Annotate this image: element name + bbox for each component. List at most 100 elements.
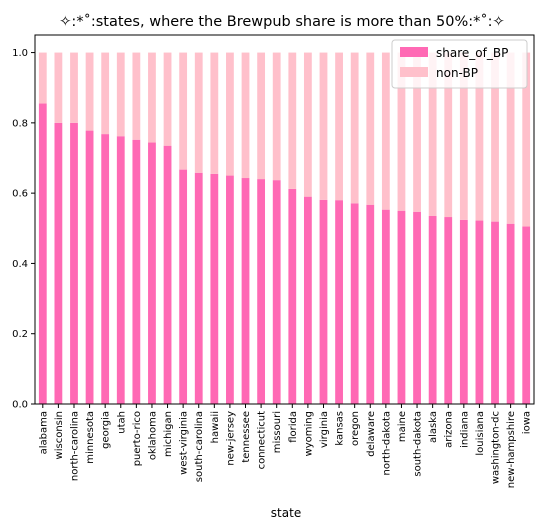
x-tick-label-oklahoma: oklahoma	[147, 411, 158, 460]
bar-non-bp-louisiana	[475, 52, 484, 221]
bar-non-bp-hawaii	[210, 52, 219, 174]
x-tick-label-alabama: alabama	[38, 411, 49, 454]
x-tick-label-michigan: michigan	[163, 411, 174, 457]
chart-title: ✧:*˚:states, where the Brewpub share is …	[59, 13, 504, 30]
legend: share_of_BP non-BP	[391, 39, 528, 89]
bar-non-bp-utah	[116, 52, 125, 137]
plot-area	[34, 34, 535, 405]
x-tick-label-hawaii: hawaii	[210, 411, 221, 443]
x-tick-label-new-hampshire: new-hampshire	[506, 411, 517, 488]
y-axis: 0.0 0.2 0.4 0.6 0.8 1.0	[12, 48, 35, 411]
x-tick-label-maine: maine	[397, 411, 408, 442]
bar-share-of-bp-delaware	[366, 204, 375, 404]
bar-non-bp-alabama	[38, 52, 47, 104]
bar-non-bp-new-hampshire	[506, 52, 515, 224]
bar-share-of-bp-kansas	[335, 200, 343, 404]
x-tick-label-wisconsin: wisconsin	[54, 411, 65, 459]
bar-share-of-bp-new-jersey	[226, 175, 234, 404]
x-tick-label-georgia: georgia	[101, 411, 112, 449]
bar-non-bp-south-dakota	[413, 52, 421, 212]
x-tick-label-florida: florida	[288, 411, 299, 443]
bar-non-bp-north-dakota	[381, 52, 390, 210]
bar-share-of-bp-hawaii	[210, 173, 219, 404]
bar-share-of-bp-north-carolina	[70, 122, 78, 405]
bar-non-bp-virginia	[319, 52, 328, 200]
bar-share-of-bp-utah	[116, 136, 125, 404]
y-tick-label: 0.0	[12, 400, 28, 411]
bar-non-bp-wyoming	[303, 52, 312, 197]
x-tick-label-indiana: indiana	[459, 411, 470, 448]
x-tick-label-oregon: oregon	[350, 411, 361, 446]
x-tick-label-delaware: delaware	[366, 411, 377, 457]
bar-share-of-bp-oklahoma	[148, 142, 156, 405]
x-tick-label-missouri: missouri	[272, 411, 283, 453]
bar-non-bp-north-carolina	[70, 52, 78, 123]
x-tick-label-kansas: kansas	[335, 411, 346, 446]
x-axis: alabama wisconsin north-carolina minnesota g…	[38, 404, 533, 488]
bar-share-of-bp-virginia	[319, 199, 328, 404]
bar-share-of-bp-maine	[397, 210, 406, 404]
x-tick-label-new-jersey: new-jersey	[225, 411, 236, 466]
bar-non-bp-delaware	[366, 52, 375, 205]
x-tick-label-north-carolina: north-carolina	[69, 411, 80, 481]
bar-non-bp-washington-dc	[491, 52, 499, 222]
bar-share-of-bp-south-carolina	[194, 172, 203, 404]
y-tick-label: 0.4	[12, 259, 28, 270]
bar-share-of-bp-washington-dc	[491, 221, 499, 404]
bar-share-of-bp-north-dakota	[381, 209, 390, 404]
bar-share-of-bp-minnesota	[85, 130, 94, 404]
legend-label-non-bp: non-BP	[436, 66, 478, 80]
bar-non-bp-iowa	[522, 52, 531, 227]
bar-share-of-bp-iowa	[522, 226, 531, 404]
x-tick-label-washington-dc: washington-dc	[491, 411, 502, 484]
bar-non-bp-oklahoma	[148, 52, 156, 143]
bar-non-bp-west-virginia	[179, 52, 188, 170]
bar-non-bp-missouri	[272, 52, 281, 181]
x-tick-label-wyoming: wyoming	[303, 411, 314, 456]
bar-non-bp-new-jersey	[226, 52, 234, 176]
bar-share-of-bp-wisconsin	[54, 122, 63, 405]
x-tick-label-utah: utah	[116, 411, 127, 434]
bar-share-of-bp-georgia	[101, 134, 110, 404]
x-tick-label-alaska: alaska	[428, 411, 439, 443]
plot-frame	[34, 34, 535, 405]
y-tick-label: 0.8	[12, 118, 28, 129]
x-tick-label-connecticut: connecticut	[257, 411, 268, 469]
x-tick-label-arizona: arizona	[444, 411, 455, 448]
bar-share-of-bp-south-dakota	[413, 211, 421, 404]
legend-swatch-share-of-bp	[400, 47, 428, 57]
bar-non-bp-michigan	[163, 52, 172, 146]
bar-non-bp-minnesota	[85, 52, 94, 131]
x-tick-label-minnesota: minnesota	[85, 411, 96, 464]
bar-share-of-bp-new-hampshire	[506, 223, 515, 404]
bar-non-bp-maine	[397, 52, 406, 211]
bar-share-of-bp-alabama	[38, 103, 47, 404]
bar-non-bp-arizona	[444, 52, 453, 218]
x-tick-label-west-virginia: west-virginia	[179, 411, 190, 475]
bar-share-of-bp-missouri	[272, 180, 281, 404]
bar-non-bp-alaska	[428, 52, 437, 216]
bar-share-of-bp-indiana	[459, 219, 468, 404]
bar-share-of-bp-wyoming	[303, 196, 312, 404]
bar-share-of-bp-oregon	[350, 203, 359, 404]
x-axis-label: state	[271, 506, 301, 520]
bar-non-bp-indiana	[459, 52, 468, 220]
legend-label-share-of-bp: share_of_BP	[436, 46, 508, 60]
bar-non-bp-puerto-rico	[132, 52, 141, 140]
x-tick-label-puerto-rico: puerto-rico	[132, 411, 143, 466]
bar-share-of-bp-louisiana	[475, 220, 484, 404]
bar-share-of-bp-puerto-rico	[132, 139, 141, 405]
bar-share-of-bp-alaska	[428, 215, 437, 404]
x-tick-label-virginia: virginia	[319, 411, 330, 448]
y-tick-label: 1.0	[12, 48, 28, 59]
bar-share-of-bp-tennessee	[241, 178, 250, 404]
bar-share-of-bp-florida	[288, 188, 297, 404]
x-tick-label-south-carolina: south-carolina	[194, 411, 205, 482]
x-tick-label-iowa: iowa	[522, 411, 533, 434]
bar-share-of-bp-west-virginia	[179, 169, 188, 404]
bar-non-bp-kansas	[335, 52, 343, 201]
bar-share-of-bp-arizona	[444, 217, 453, 404]
y-tick-label: 0.2	[12, 329, 28, 340]
bar-non-bp-tennessee	[241, 52, 250, 179]
